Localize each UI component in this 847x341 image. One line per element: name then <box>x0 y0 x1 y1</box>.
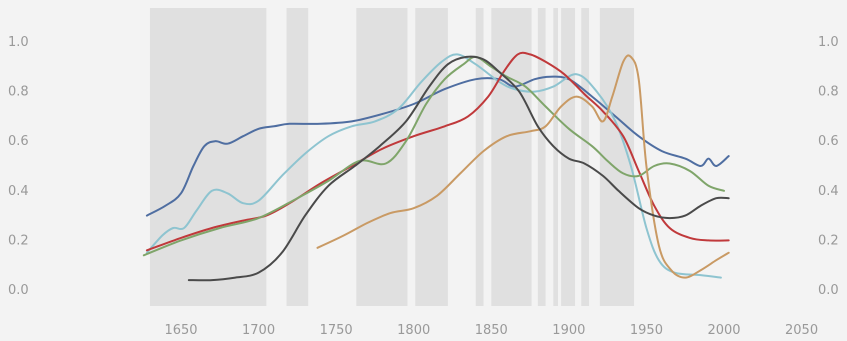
x-tick-label: 1900 <box>552 323 585 338</box>
y-tick-label-right: 0.8 <box>818 85 839 100</box>
series-line-0 <box>145 75 730 217</box>
y-tick-label-left: 1.0 <box>8 35 29 50</box>
y-axis-left: 0.0 0.2 0.4 0.6 0.8 1.0 <box>8 35 29 298</box>
shaded-period-2 <box>356 8 408 306</box>
x-tick-label: 2050 <box>785 323 818 338</box>
shaded-periods <box>149 8 635 306</box>
shaded-period-5 <box>491 8 532 306</box>
y-tick-label-left: 0.0 <box>8 283 29 298</box>
x-tick-label: 1650 <box>164 323 197 338</box>
y-axis-right: 0.0 0.2 0.4 0.6 0.8 1.0 <box>818 35 839 298</box>
y-tick-label-left: 0.8 <box>8 85 29 100</box>
shaded-period-4 <box>475 8 484 306</box>
series-line-4 <box>316 54 730 279</box>
y-tick-label-right: 0.4 <box>818 184 839 199</box>
x-tick-label: 1800 <box>397 323 430 338</box>
x-tick-label: 2000 <box>707 323 740 338</box>
shaded-period-7 <box>553 8 558 306</box>
y-tick-label-left: 0.4 <box>8 184 29 199</box>
shaded-period-9 <box>581 8 590 306</box>
x-tick-label: 1750 <box>320 323 353 338</box>
x-tick-label: 1850 <box>475 323 508 338</box>
series-line-5 <box>187 55 730 282</box>
y-tick-label-right: 0.6 <box>818 134 839 149</box>
y-tick-label-right: 0.2 <box>818 233 839 248</box>
x-tick-label: 1700 <box>242 323 275 338</box>
series-line-3 <box>142 55 725 257</box>
x-axis: 1650 1700 1750 1800 1850 1900 1950 2000 2050 <box>164 323 818 338</box>
series-lines <box>142 51 730 282</box>
shaded-period-1 <box>286 8 309 306</box>
x-tick-label: 1950 <box>630 323 663 338</box>
y-tick-label-right: 0.0 <box>818 283 839 298</box>
y-tick-label-right: 1.0 <box>818 35 839 50</box>
shaded-period-3 <box>415 8 448 306</box>
y-tick-label-left: 0.6 <box>8 134 29 149</box>
y-tick-label-left: 0.2 <box>8 233 29 248</box>
series-line-1 <box>145 53 722 279</box>
shaded-period-6 <box>537 8 546 306</box>
shaded-period-0 <box>149 8 267 306</box>
